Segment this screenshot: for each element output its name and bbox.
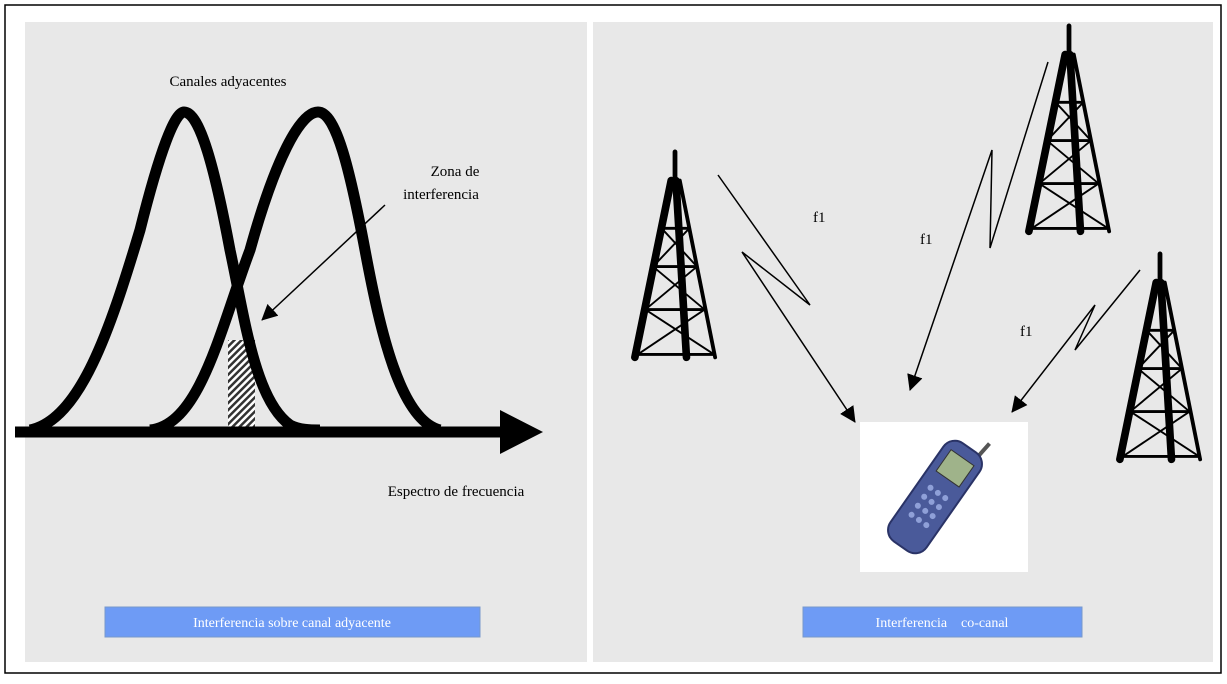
left-panel: Canales adyacentes Zona de interferencia… xyxy=(15,22,587,662)
zone-label: interferencia xyxy=(403,187,479,203)
frequency-label: f1 xyxy=(1020,324,1033,340)
frequency-label: f1 xyxy=(920,232,933,248)
zone-label: Zona de xyxy=(431,164,480,180)
axis-label: Espectro de frecuencia xyxy=(388,484,525,500)
curves-label: Canales adyacentes xyxy=(169,74,286,90)
caption: Interferencia sobre canal adyacente xyxy=(193,616,391,631)
caption: Interferencia co-canal xyxy=(876,616,1009,631)
frequency-label: f1 xyxy=(813,210,826,226)
right-panel: f1 f1 f1 Interferencia co-canal xyxy=(593,22,1213,662)
diagram: Canales adyacentes Zona de interferencia… xyxy=(0,0,1227,679)
